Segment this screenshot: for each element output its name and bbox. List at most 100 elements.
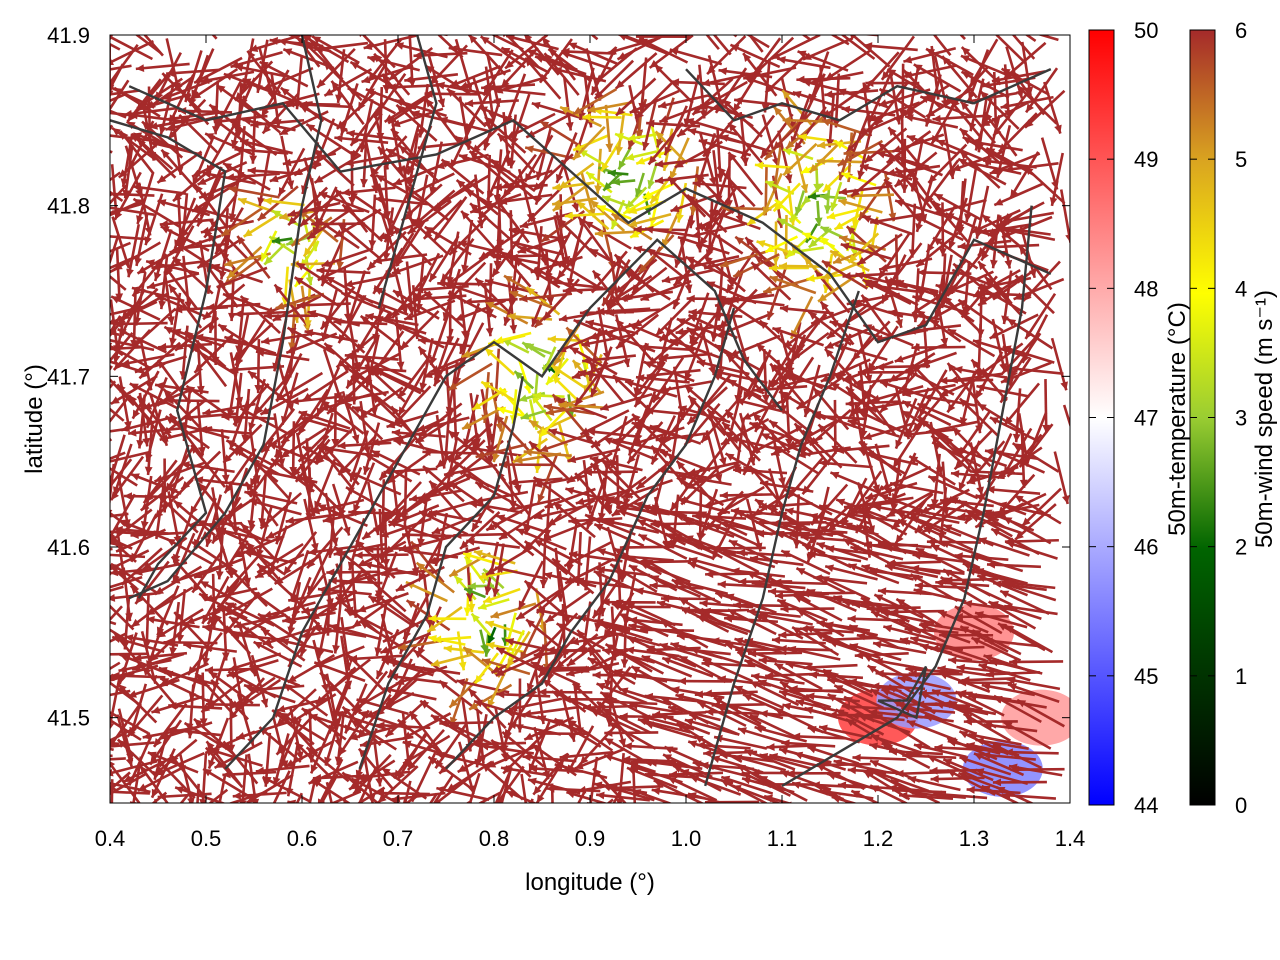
wind-vector-head [99,117,107,126]
wind-vector [164,671,218,686]
wind-vector-head [310,764,318,774]
wind-vector [202,283,246,321]
wind-vector-head [539,643,549,653]
wind-vector-head [354,551,363,560]
wind-vector-head [602,500,611,509]
wind-vector-head [602,296,610,306]
wind-vector-head [690,338,699,347]
wind-vector-head [223,454,232,463]
wind-vector [680,465,721,506]
wind-vector-head [831,26,840,34]
wind-vector [111,635,165,654]
wind-vector [341,203,384,242]
wind-vector [632,297,681,328]
wind-vector-head [450,724,460,732]
wind-vector [316,444,353,489]
wind-vector-head [698,138,708,147]
wind-vector-head [133,653,142,662]
wind-vector-head [418,572,426,582]
wind-vector-head [661,594,670,603]
wind-vector-head [321,400,330,409]
wind-vector [669,48,723,66]
wind-vector [761,114,780,167]
wind-vector-head [495,422,504,432]
wind-vector-head [632,414,641,423]
wind-vector-head [292,607,301,617]
wind-vector [635,375,690,384]
wind-vector [519,212,573,229]
wind-vector-head [687,194,696,204]
wind-vector [778,690,832,709]
wind-vector [567,448,621,463]
wind-vector-head [271,458,280,467]
wind-vector-head [434,797,441,803]
wind-vector-head [820,226,830,234]
wind-vector [111,126,157,161]
wind-vector [74,472,108,514]
wind-vector-head [566,475,576,483]
wind-vector [55,591,109,595]
wind-vector-head [608,722,618,730]
wind-vector [615,77,657,117]
wind-vector [211,35,218,40]
wind-vector-head [243,549,253,558]
wind-vector [799,627,854,634]
wind-vector [533,504,587,520]
wind-vector-head [496,514,506,522]
wind-vector-head [472,740,481,748]
wind-vector-head [279,759,287,769]
wind-vector-head [341,188,351,197]
wind-vector-head [334,546,343,555]
wind-vector [554,259,603,290]
wind-vector [221,415,276,420]
wind-vector-head [501,78,510,88]
wind-vector-head [540,121,550,129]
wind-vector [110,171,121,182]
wind-vector-head [613,375,622,384]
wind-vector [468,772,481,803]
wind-vector-head [594,229,604,238]
wind-vector-head [307,559,316,569]
wind-vector-head [485,327,494,337]
wind-vector [800,591,855,596]
wind-vector [857,330,872,384]
wind-vector-head [544,500,554,509]
wind-vector-head [309,713,318,722]
wind-vector-head [493,183,503,192]
wind-vector [350,352,400,380]
wind-vector-head [487,190,495,200]
wind-vector [78,83,105,130]
wind-vector [311,35,360,65]
wind-vector [230,51,283,69]
wind-vector-head [630,758,639,767]
wind-vector-head [172,257,182,266]
wind-vector [686,386,728,426]
wind-vector [443,463,498,477]
wind-vector-head [765,244,775,253]
wind-vector-head [215,571,224,580]
wind-vector-head [694,735,704,743]
wind-vector [379,632,432,654]
wind-vector-head [96,312,105,320]
wind-vector-head [502,35,507,38]
wind-vector-head [751,672,760,681]
wind-vector-head [763,286,773,294]
wind-vector [753,385,808,392]
wind-vector-head [783,373,793,381]
wind-vector-head [659,115,669,123]
wind-vector [496,132,536,174]
wind-vector [152,702,188,748]
wind-vector-head [644,692,654,701]
wind-vector-head [696,13,704,22]
wind-vector-head [779,304,789,313]
wind-vector-head [223,73,233,81]
wind-vector-head [618,35,627,41]
wind-vector-head [169,647,177,656]
wind-vector-head [243,577,252,587]
wind-vector-head [246,795,256,803]
wind-vector [696,222,744,255]
wind-vector-head [439,719,448,728]
wind-vector-head [603,461,612,471]
wind-vector-head [480,36,490,45]
wind-vector [341,186,396,195]
